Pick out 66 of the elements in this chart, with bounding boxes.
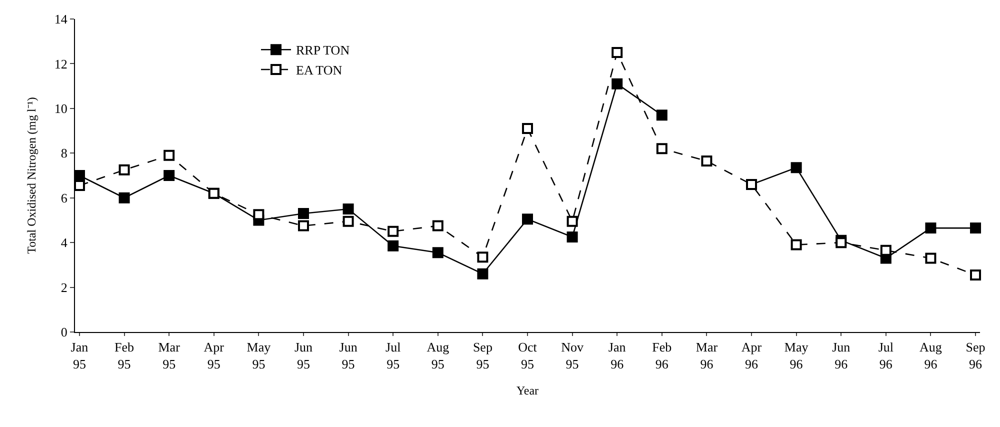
x-tick-label: Mar 96 bbox=[696, 340, 718, 372]
y-tick-label: 10 bbox=[54, 100, 68, 116]
point bbox=[790, 239, 802, 250]
point bbox=[388, 240, 399, 252]
x-tick-label: Jan 96 bbox=[608, 340, 626, 372]
x-tick-label: Jul 95 bbox=[386, 340, 402, 372]
point bbox=[298, 220, 309, 232]
point bbox=[656, 143, 668, 154]
point bbox=[118, 164, 130, 176]
x-tick-label: May 96 bbox=[784, 340, 809, 372]
x-tick-label: May 95 bbox=[246, 340, 272, 372]
x-tick-label: Jun 96 bbox=[832, 340, 851, 372]
y-axis-title: Total Oxidised Nitrogen (mg l⁻¹) bbox=[24, 97, 39, 254]
point bbox=[566, 231, 578, 242]
point bbox=[477, 268, 488, 280]
x-tick-label: Oct 95 bbox=[518, 340, 538, 372]
x-tick-label: Feb 96 bbox=[652, 340, 672, 372]
x-tick-label: Apr 96 bbox=[741, 340, 762, 372]
x-tick-label: Jun 95 bbox=[339, 340, 358, 372]
point bbox=[432, 220, 444, 232]
y-tick-label: 14 bbox=[54, 12, 68, 27]
point bbox=[656, 110, 668, 121]
x-tick-label: Sep 96 bbox=[966, 340, 986, 372]
x-tick-label: Jul 96 bbox=[878, 340, 894, 372]
x-tick-label: Aug 95 bbox=[426, 340, 450, 372]
point bbox=[298, 208, 309, 220]
x-tick-label: Jan 95 bbox=[70, 340, 89, 372]
point bbox=[925, 222, 936, 234]
point bbox=[74, 180, 85, 192]
point bbox=[970, 222, 982, 234]
y-tick-label: 4 bbox=[60, 235, 68, 250]
point bbox=[477, 252, 488, 263]
point bbox=[790, 162, 802, 174]
point bbox=[566, 216, 578, 227]
x-axis-title: Year bbox=[516, 383, 539, 398]
point bbox=[612, 47, 623, 58]
x-tick-label: Feb 95 bbox=[114, 340, 134, 372]
legend-label: EA TON bbox=[296, 62, 343, 78]
point bbox=[342, 216, 354, 227]
point bbox=[925, 252, 936, 264]
point bbox=[388, 226, 399, 237]
x-tick-label: Apr 95 bbox=[204, 340, 225, 372]
legend-label: RRP TON bbox=[296, 42, 350, 58]
point bbox=[836, 237, 847, 248]
y-tick-label: 8 bbox=[60, 146, 68, 161]
point bbox=[432, 247, 444, 258]
point bbox=[118, 192, 130, 204]
point bbox=[522, 123, 533, 134]
x-tick-label: Mar 95 bbox=[158, 340, 181, 372]
x-tick-label: Sep 95 bbox=[472, 340, 492, 372]
x-tick-label: Aug 96 bbox=[920, 340, 942, 372]
y-tick-label: 6 bbox=[60, 190, 68, 206]
x-tick-label: Jun 95 bbox=[294, 340, 314, 372]
y-tick-label: 2 bbox=[60, 280, 68, 295]
y-tick-label: 12 bbox=[54, 56, 68, 72]
x-tick-label: Nov 95 bbox=[561, 340, 584, 372]
point bbox=[522, 214, 533, 225]
point bbox=[970, 269, 982, 280]
point bbox=[164, 150, 175, 161]
point bbox=[253, 209, 264, 220]
point bbox=[612, 78, 623, 90]
point bbox=[880, 244, 892, 256]
point bbox=[164, 170, 175, 181]
point bbox=[701, 155, 712, 166]
point bbox=[342, 204, 354, 215]
y-tick-label: 0 bbox=[60, 324, 68, 340]
